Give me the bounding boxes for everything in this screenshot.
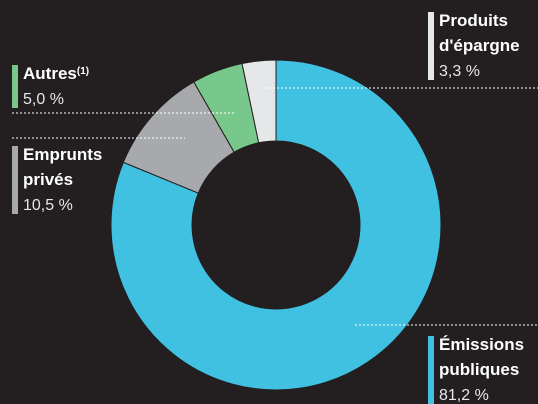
label-line: Autres: [23, 64, 77, 83]
value-label: 5,0 %: [23, 91, 64, 108]
legend-swatch: [12, 146, 18, 214]
value-label: 10,5 %: [23, 197, 73, 214]
label-line: Émissions: [439, 335, 524, 354]
legend-label: Émissions publiques: [439, 335, 524, 379]
label-note: (1): [77, 66, 89, 77]
donut-slice: [241, 59, 277, 144]
legend-label: Emprunts privés: [23, 145, 102, 189]
legend-swatch: [428, 336, 434, 404]
label-line: publiques: [439, 360, 519, 379]
legend-swatch: [12, 65, 18, 108]
donut-slice: [110, 59, 442, 391]
value-label: 3,3 %: [439, 63, 480, 80]
label-line: Emprunts: [23, 145, 102, 164]
value-label: 81,2 %: [439, 387, 489, 404]
legend-label: Produits d'épargne: [439, 11, 520, 55]
label-line: privés: [23, 170, 73, 189]
label-line: d'épargne: [439, 36, 520, 55]
legend-swatch: [428, 12, 434, 80]
label-line: Produits: [439, 11, 508, 30]
legend-label: Autres(1): [23, 64, 89, 83]
